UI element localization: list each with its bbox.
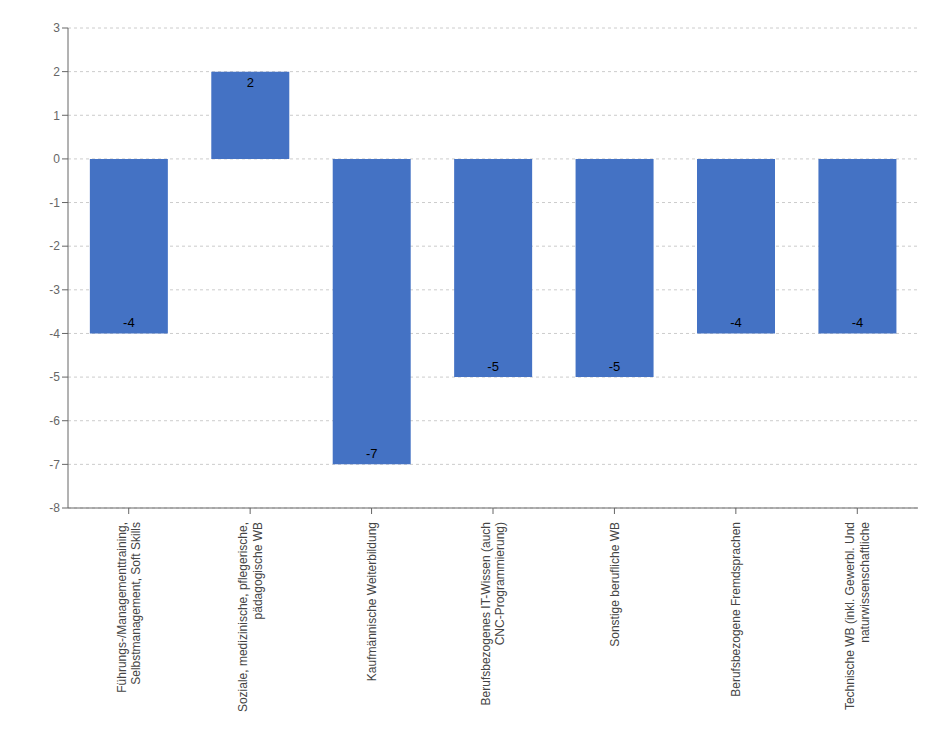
svg-text:-4: -4	[852, 315, 864, 330]
svg-text:1: 1	[53, 109, 60, 123]
svg-text:-4: -4	[49, 327, 60, 341]
svg-text:-4: -4	[730, 315, 742, 330]
svg-text:Führungs-/Managementtraining,S: Führungs-/Managementtraining,Selbstmanag…	[115, 522, 143, 693]
svg-text:-5: -5	[609, 359, 621, 374]
svg-text:Berufsbezogene Fremdsprachen: Berufsbezogene Fremdsprachen	[729, 522, 743, 697]
svg-text:-3: -3	[49, 283, 60, 297]
svg-text:-7: -7	[49, 458, 60, 472]
svg-text:3: 3	[53, 21, 60, 35]
svg-text:-7: -7	[366, 446, 378, 461]
svg-text:Sonstige berufliche WB: Sonstige berufliche WB	[608, 522, 622, 647]
svg-text:Kaufmännische Weiterbildung: Kaufmännische Weiterbildung	[365, 522, 379, 681]
svg-text:-5: -5	[49, 370, 60, 384]
svg-text:2: 2	[247, 75, 254, 90]
svg-text:-4: -4	[123, 315, 135, 330]
svg-text:-1: -1	[49, 196, 60, 210]
svg-text:2: 2	[53, 65, 60, 79]
svg-text:-8: -8	[49, 501, 60, 515]
svg-text:0: 0	[53, 152, 60, 166]
svg-text:Technische WB (inkl. Gewerbl.: Technische WB (inkl. Gewerbl. Undnaturwi…	[843, 522, 871, 710]
svg-text:Soziale, medizinische, pfleger: Soziale, medizinische, pflegerische,päda…	[236, 522, 264, 712]
svg-text:-2: -2	[49, 239, 60, 253]
svg-text:-5: -5	[487, 359, 499, 374]
svg-text:Berufsbezogenes IT-Wissen (auc: Berufsbezogenes IT-Wissen (auchCNC-Progr…	[479, 522, 507, 705]
svg-text:-6: -6	[49, 414, 60, 428]
